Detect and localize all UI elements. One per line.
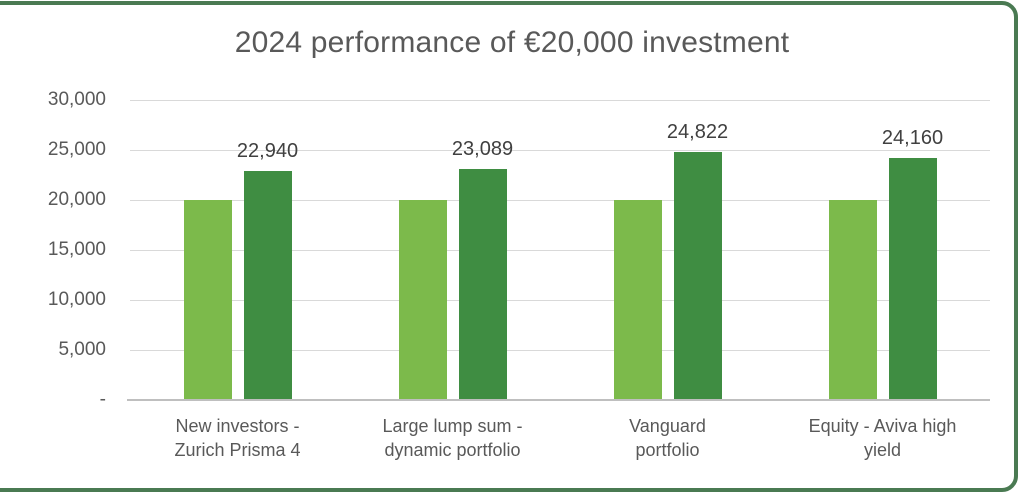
- y-axis: 30,000 25,000 20,000 15,000 10,000 5,000 -: [0, 89, 106, 410]
- x-category-label: Vanguard portfolio: [629, 416, 706, 461]
- x-axis-baseline: [127, 399, 990, 401]
- plot-area: 22,940 23,089 24,822 24,160: [127, 100, 990, 401]
- y-tick-label: 10,000: [47, 288, 106, 310]
- y-tick-label: 15,000: [47, 239, 106, 260]
- x-category-label: Equity - Aviva high yield: [808, 416, 957, 461]
- bar: [398, 200, 447, 400]
- x-category-label: Large lump sum - dynamic portfolio: [382, 416, 523, 461]
- y-tick-label: 25,000: [47, 138, 106, 160]
- bar-group: 22,940: [130, 100, 345, 400]
- bar: [828, 200, 877, 400]
- data-label: 22,940: [236, 139, 299, 162]
- bar-group: 24,822: [560, 100, 775, 400]
- gridline: [130, 350, 990, 351]
- bar: 24,822: [667, 121, 728, 400]
- gridline: [130, 100, 990, 101]
- data-label: 24,822: [666, 120, 729, 143]
- bar-group: 23,089: [345, 100, 560, 400]
- bar: [183, 200, 232, 400]
- bar: 22,940: [237, 140, 298, 400]
- gridline: [130, 250, 990, 251]
- x-category-label: New investors - Zurich Prisma 4: [174, 416, 301, 461]
- data-label: 23,089: [451, 138, 514, 161]
- y-tick-label: 30,000: [47, 89, 106, 110]
- chart-title: 2024 performance of €20,000 investment: [234, 26, 790, 59]
- bar-groups: 22,940 23,089 24,822 24,160: [130, 100, 990, 400]
- data-label: 24,160: [881, 127, 944, 150]
- gridline: [130, 300, 990, 301]
- gridline: [130, 150, 990, 151]
- y-tick-label: 5,000: [58, 339, 106, 360]
- bar: 24,160: [882, 127, 943, 400]
- y-tick-label: 20,000: [47, 188, 106, 210]
- y-tick-label: -: [99, 389, 106, 410]
- bar-group: 24,160: [775, 100, 990, 400]
- x-axis: New investors - Zurich Prisma 4 Large lum…: [130, 414, 990, 463]
- bar: 23,089: [452, 138, 513, 400]
- gridline: [130, 200, 990, 201]
- bar: [613, 200, 662, 400]
